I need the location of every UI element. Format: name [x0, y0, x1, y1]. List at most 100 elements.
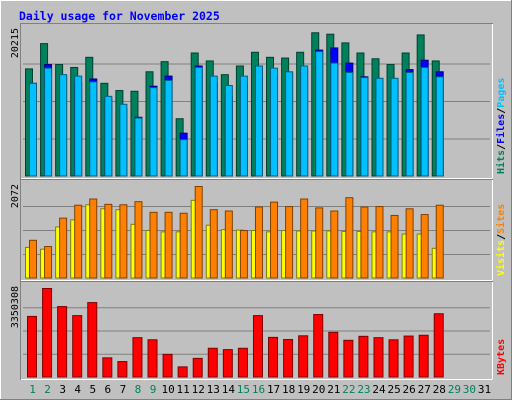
day-label-21: 21 [327, 383, 340, 396]
bar-sites-day-21 [330, 210, 339, 279]
bar-sites-day-10 [164, 211, 173, 279]
bar-pages-day-6 [104, 95, 113, 177]
visits-panel-max-label: 2072 [10, 184, 21, 208]
day-label-30: 30 [463, 383, 476, 396]
bar-sites-day-7 [119, 204, 128, 279]
bar-pages-day-3 [59, 74, 68, 177]
bar-sites-day-1 [29, 239, 37, 279]
bar-sites-day-9 [149, 211, 158, 279]
bar-sites-day-5 [89, 198, 98, 279]
bar-kbytes-day-18 [283, 339, 294, 378]
bar-sites-day-6 [104, 203, 113, 279]
day-labels: 1 2 3 4 5 6 7 8 9 10 11 12 13 14 15 16 17 18 19 20 21 22 23 24 2… [29, 383, 491, 396]
day-label-13: 13 [207, 383, 220, 396]
bar-pages-day-24 [375, 77, 384, 177]
hits-panel-legend-part-0: Hits [495, 150, 507, 174]
bar-kbytes-day-9 [147, 339, 158, 378]
bar-kbytes-day-21 [328, 331, 339, 378]
bar-sites-day-15 [239, 230, 248, 279]
visits-panel-legend-part-0: Visits [495, 240, 507, 276]
bar-kbytes-day-26 [403, 335, 414, 378]
bar-kbytes-day-28 [433, 313, 444, 378]
bar-sites-day-4 [74, 204, 83, 279]
day-label-2: 2 [44, 383, 51, 396]
kbytes-panel: 3350308 KBytes [10, 281, 507, 380]
bar-sites-day-14 [224, 210, 233, 279]
hits-panel-legend-part-2: Files [495, 114, 507, 144]
bar-sites-day-24 [375, 206, 384, 279]
kbytes-panel-series-kbytes [27, 288, 444, 378]
day-label-11: 11 [177, 383, 190, 396]
hits-panel-legend-part-3: / [496, 108, 507, 114]
bar-pages-day-26 [405, 71, 414, 177]
bar-pages-day-27 [420, 66, 429, 177]
visits-panel-legend-part-2: Sites [495, 204, 507, 234]
bar-pages-day-25 [390, 77, 399, 177]
bar-kbytes-day-4 [72, 315, 83, 378]
bar-kbytes-day-6 [102, 357, 113, 378]
bar-pages-day-15 [239, 75, 248, 177]
bar-pages-day-5 [89, 81, 98, 177]
bar-pages-day-23 [360, 77, 369, 177]
bar-sites-day-25 [390, 214, 399, 279]
day-label-1: 1 [29, 383, 36, 396]
bar-pages-day-2 [44, 67, 53, 177]
bar-pages-day-8 [134, 117, 143, 177]
bar-kbytes-day-25 [388, 339, 399, 378]
bar-sites-day-3 [59, 217, 68, 279]
bar-pages-day-9 [149, 87, 158, 177]
bar-sites-day-26 [405, 208, 414, 279]
chart-title: Daily usage for November 2025 [19, 9, 220, 23]
bar-pages-day-1 [29, 82, 37, 177]
bar-kbytes-day-27 [418, 334, 429, 378]
bar-kbytes-day-11 [177, 366, 188, 378]
hits-panel-series-pages [29, 51, 444, 177]
hits-panel-legend: Hits/Files/Pages [495, 78, 507, 174]
bar-sites-day-23 [360, 206, 369, 279]
bar-sites-day-12 [194, 186, 203, 279]
bar-sites-day-8 [134, 201, 143, 279]
bar-kbytes-day-22 [343, 339, 354, 378]
day-label-6: 6 [105, 383, 112, 396]
bar-pages-day-11 [179, 139, 188, 177]
hits-panel-legend-part-1: / [496, 144, 507, 150]
bar-pages-day-22 [345, 71, 354, 177]
bar-pages-day-16 [254, 65, 263, 177]
day-label-24: 24 [372, 383, 386, 396]
bar-pages-day-13 [209, 75, 218, 177]
day-label-8: 8 [135, 383, 142, 396]
bar-pages-day-4 [74, 75, 83, 177]
hits-panel-legend-part-4: Pages [496, 78, 507, 108]
bar-kbytes-day-2 [42, 288, 53, 378]
bar-kbytes-day-23 [358, 335, 369, 378]
kbytes-panel-legend: KBytes [496, 339, 507, 375]
day-label-16: 16 [252, 383, 265, 396]
bar-kbytes-day-3 [57, 306, 68, 378]
day-label-20: 20 [312, 383, 325, 396]
bar-pages-day-18 [285, 71, 294, 177]
day-label-19: 19 [297, 383, 310, 396]
bar-pages-day-28 [435, 76, 444, 177]
bar-sites-day-18 [285, 206, 294, 279]
day-label-10: 10 [161, 383, 174, 396]
bar-sites-day-16 [254, 206, 263, 279]
bar-pages-day-12 [194, 66, 203, 177]
bar-sites-day-17 [270, 201, 279, 279]
bar-kbytes-day-13 [207, 347, 218, 378]
day-label-18: 18 [282, 383, 295, 396]
bar-kbytes-day-14 [222, 349, 233, 378]
day-label-17: 17 [267, 383, 280, 396]
bar-kbytes-day-16 [252, 315, 263, 378]
visits-panel-series-sites [29, 186, 444, 279]
bar-pages-day-21 [330, 62, 339, 177]
day-label-23: 23 [357, 383, 370, 396]
bar-sites-day-22 [345, 197, 354, 279]
bar-kbytes-day-8 [132, 337, 143, 378]
bar-sites-day-2 [44, 246, 53, 279]
day-label-27: 27 [418, 383, 431, 396]
day-label-9: 9 [150, 383, 157, 396]
day-label-4: 4 [74, 383, 81, 396]
bar-sites-day-19 [300, 198, 309, 279]
bar-kbytes-day-17 [268, 336, 279, 378]
bar-sites-day-20 [315, 207, 324, 279]
